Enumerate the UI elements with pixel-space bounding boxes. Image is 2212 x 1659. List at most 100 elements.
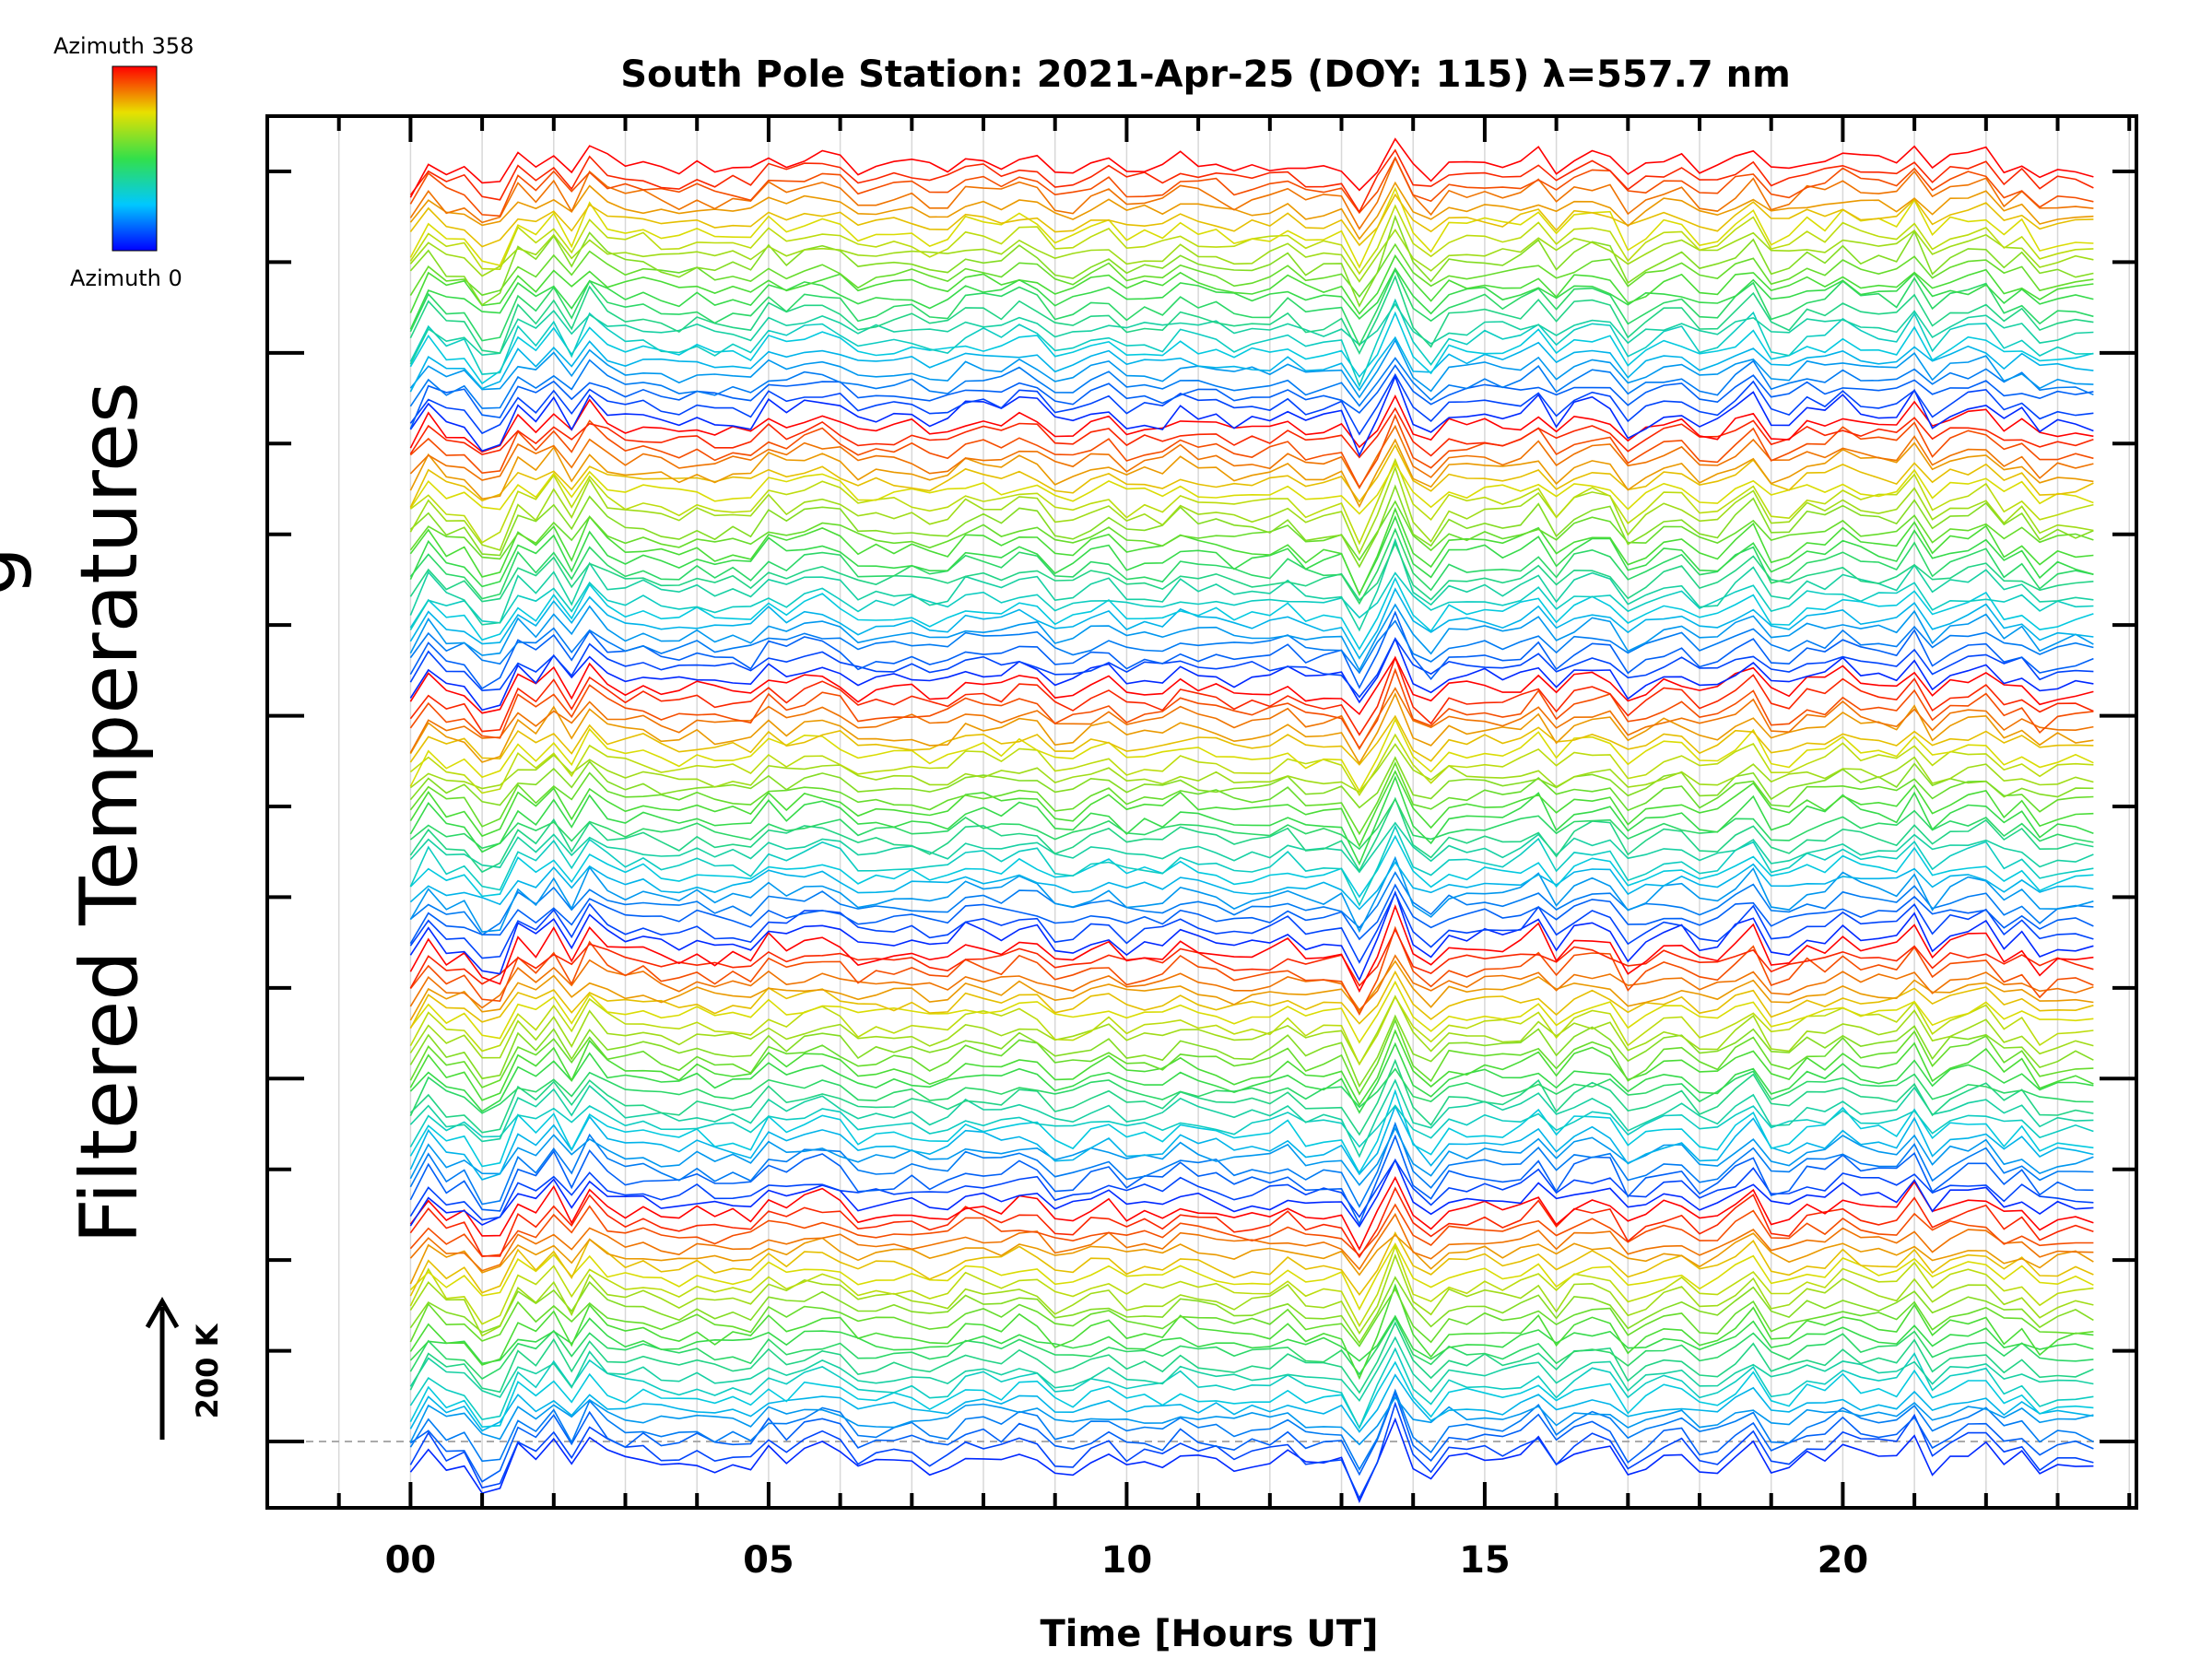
temperature-trace bbox=[409, 655, 2094, 736]
temperature-trace bbox=[409, 954, 2094, 1012]
temperature-trace bbox=[409, 267, 2094, 347]
vertical-gridlines bbox=[266, 116, 2130, 1508]
temperature-trace bbox=[409, 1232, 2094, 1285]
temperature-trace bbox=[409, 462, 2094, 515]
temperature-trace bbox=[409, 253, 2094, 315]
temperature-trace bbox=[409, 228, 2094, 283]
temperature-trace bbox=[409, 527, 2094, 606]
temperature-trace bbox=[409, 1176, 2094, 1252]
colorbar: Azimuth 358 Azimuth 0 bbox=[53, 33, 194, 291]
scale-bar-arrowhead bbox=[145, 1296, 180, 1329]
temperature-trace bbox=[409, 465, 2094, 556]
temperature-trace bbox=[409, 796, 2094, 874]
temperature-trace bbox=[409, 298, 2094, 388]
temperature-trace bbox=[409, 925, 2094, 1016]
temperature-trace bbox=[409, 394, 2094, 453]
x-tick-label: 20 bbox=[1818, 1539, 1869, 1582]
y-axis-label-partial: g bbox=[0, 547, 34, 597]
temperature-trace bbox=[409, 1018, 2094, 1096]
temperature-trace bbox=[409, 761, 2094, 836]
temperature-trace bbox=[409, 1104, 2094, 1148]
temperature-trace bbox=[409, 959, 2094, 1021]
chart-title: South Pole Station: 2021-Apr-25 (DOY: 11… bbox=[620, 53, 1791, 96]
temperature-trace bbox=[409, 603, 2094, 672]
temperature-trace bbox=[409, 980, 2094, 1044]
temperature-trace bbox=[409, 891, 2094, 964]
temperature-trace bbox=[409, 1212, 2094, 1272]
scale-bar: 200 K bbox=[145, 1296, 225, 1440]
temperature-trace bbox=[409, 181, 2094, 241]
temperature-trace bbox=[409, 714, 2094, 766]
temperature-trace bbox=[409, 1360, 2094, 1430]
temperature-trace bbox=[409, 1126, 2094, 1186]
temperature-trace bbox=[409, 1121, 2094, 1208]
temperature-trace bbox=[409, 1391, 2094, 1483]
x-tick-label: 05 bbox=[743, 1539, 794, 1582]
temperature-trace bbox=[409, 302, 2094, 365]
temperature-trace bbox=[409, 1029, 2094, 1107]
temperature-trace bbox=[409, 861, 2094, 911]
temperature-trace bbox=[409, 424, 2094, 490]
colorbar-gradient bbox=[112, 65, 158, 252]
temperature-traces bbox=[409, 137, 2094, 1504]
temperature-trace bbox=[409, 275, 2094, 355]
temperature-trace bbox=[409, 571, 2094, 630]
temperature-trace bbox=[409, 619, 2094, 675]
temperature-trace bbox=[409, 156, 2094, 218]
temperature-trace bbox=[409, 743, 2094, 794]
temperature-trace bbox=[409, 855, 2094, 934]
temperature-trace bbox=[409, 266, 2094, 330]
temperature-trace bbox=[409, 1335, 2094, 1402]
temperature-trace bbox=[409, 994, 2094, 1066]
temperature-trace bbox=[409, 1347, 2094, 1430]
temperature-trace bbox=[409, 637, 2094, 712]
temperature-trace bbox=[409, 156, 2094, 230]
temperature-trace bbox=[409, 610, 2094, 690]
temperature-trace bbox=[409, 357, 2094, 409]
temperature-trace bbox=[409, 994, 2094, 1066]
temperature-trace bbox=[409, 1134, 2094, 1226]
temperature-trace bbox=[409, 1283, 2094, 1381]
x-axis-label: Time [Hours UT] bbox=[1041, 1613, 1379, 1655]
temperature-trace bbox=[409, 576, 2094, 651]
temperature-trace bbox=[409, 691, 2094, 765]
temperature-trace bbox=[409, 514, 2094, 596]
x-tick-label: 15 bbox=[1459, 1539, 1511, 1582]
colorbar-bottom-label: Azimuth 0 bbox=[70, 265, 182, 291]
temperature-trace bbox=[409, 1321, 2094, 1394]
y-axis-label: Filtered Temperatures bbox=[64, 382, 156, 1244]
temperature-trace bbox=[409, 193, 2094, 248]
temperature-trace bbox=[409, 413, 2094, 489]
temperature-trace bbox=[409, 374, 2094, 457]
temperature-trace bbox=[409, 457, 2094, 546]
temperature-trace bbox=[409, 775, 2094, 866]
temperature-trace bbox=[409, 1158, 2094, 1228]
temperature-trace bbox=[409, 733, 2094, 797]
temperature-trace bbox=[409, 587, 2094, 660]
scale-bar-label: 200 K bbox=[190, 1323, 225, 1418]
temperature-trace bbox=[409, 1314, 2094, 1365]
temperature-trace bbox=[409, 903, 2094, 994]
temperature-trace bbox=[409, 834, 2094, 899]
temperature-trace bbox=[409, 186, 2094, 269]
temperature-trace bbox=[409, 1373, 2094, 1433]
temperature-trace bbox=[409, 889, 2094, 982]
temperature-trace bbox=[409, 970, 2094, 1030]
temperature-trace bbox=[409, 537, 2094, 632]
x-axis-tick-labels: 00 05 10 15 20 bbox=[385, 1539, 1869, 1582]
temperature-trace bbox=[409, 484, 2094, 569]
temperature-trace bbox=[409, 1388, 2094, 1471]
temperature-trace bbox=[409, 1041, 2094, 1114]
temperature-trace bbox=[409, 1243, 2094, 1328]
x-tick-label: 00 bbox=[385, 1539, 437, 1582]
colorbar-top-label: Azimuth 358 bbox=[53, 33, 194, 59]
temperature-trace bbox=[409, 1401, 2094, 1500]
temperature-trace bbox=[409, 797, 2094, 851]
temperature-trace bbox=[409, 242, 2094, 299]
temperature-trace bbox=[409, 1014, 2094, 1088]
temperature-trace bbox=[409, 541, 2094, 603]
temperature-trace bbox=[409, 507, 2094, 596]
temperature-trace bbox=[409, 1287, 2094, 1347]
temperature-trace bbox=[409, 1058, 2094, 1136]
temperature-trace bbox=[409, 821, 2094, 874]
